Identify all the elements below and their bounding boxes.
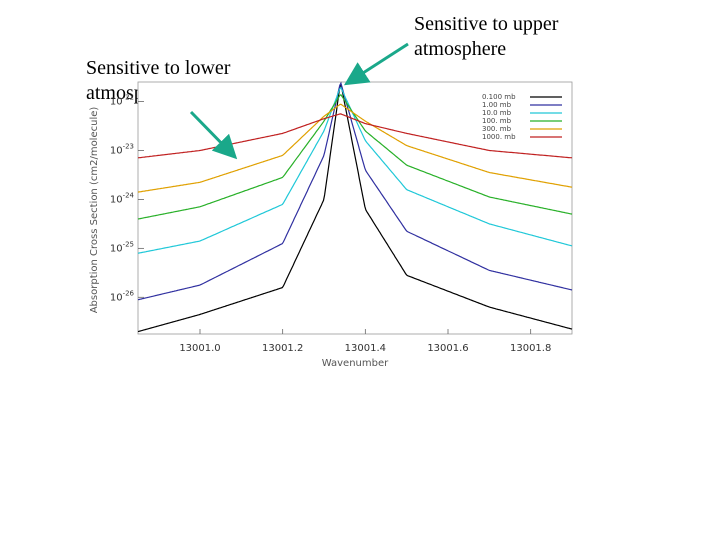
legend-entry-label: 1.00 mb [482,101,512,109]
legend-entry-label: 0.100 mb [482,93,516,101]
x-tick-label: 13001.8 [510,343,551,354]
series-line [137,86,573,254]
legend-entry-label: 300. mb [482,125,512,133]
x-axis-label: Wavenumber [322,358,389,369]
series-line [137,103,573,193]
arrow-lower-atmosphere [189,110,238,160]
legend-entry-label: 1000. mb [482,133,516,141]
series-line [137,94,573,220]
arrow-upper-atmosphere [343,42,409,86]
y-tick-label: 10-22 [110,94,134,108]
legend-entry-label: 100. mb [482,117,512,125]
y-tick-label: 10-23 [110,143,134,157]
series-line [137,113,573,159]
y-tick-label: 10-26 [110,289,135,303]
series-line [137,81,573,301]
y-tick-label: 10-24 [110,191,135,205]
x-tick-label: 13001.4 [345,343,386,354]
legend-entry-label: 10.0 mb [482,109,512,117]
y-tick-label: 10-25 [110,240,134,254]
series-line [137,81,573,333]
callout-upper-atmosphere: Sensitive to upper atmosphere [414,13,559,60]
y-axis-label: Absorption Cross Section (cm2/molecule) [89,107,100,314]
x-tick-label: 13001.6 [427,343,468,354]
x-tick-label: 13001.0 [179,343,220,354]
plot-frame [137,81,573,335]
x-tick-label: 13001.2 [262,343,303,354]
